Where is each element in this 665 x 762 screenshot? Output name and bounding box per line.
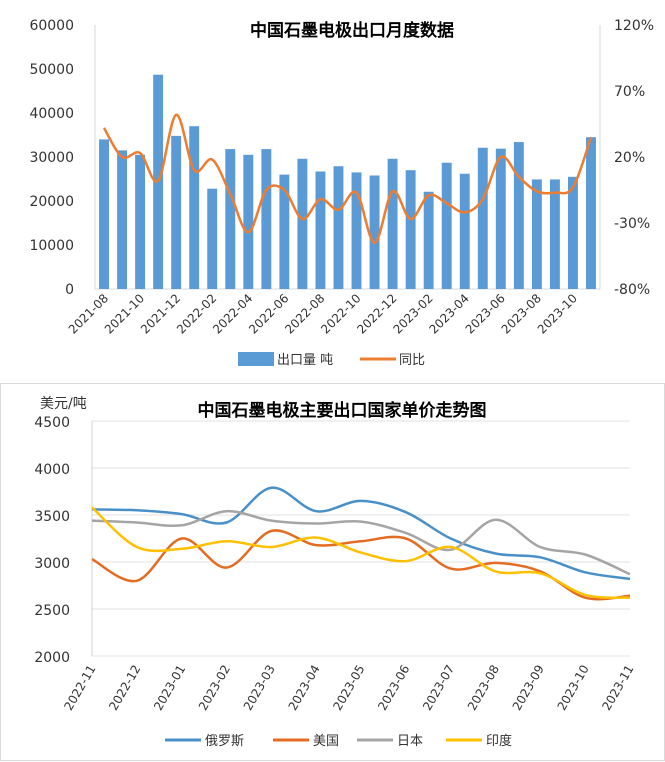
chart1-left-tick-label: 0 [65,282,74,298]
legend-swatch-bar [238,352,274,366]
chart1-bar [135,154,146,289]
chart1-bar [297,158,308,289]
chart2-y-tick-label: 3000 [34,556,70,572]
chart1-legend: 出口量 吨 同比 [238,352,425,368]
chart1-yoy-line [102,113,593,245]
chart1-bar [405,170,416,289]
chart1-bar [171,135,182,289]
chart1-bar [315,171,326,289]
chart1-title: 中国石墨电极出口月度数据 [250,20,454,41]
chart2-legend-label: 日本 [397,734,423,749]
chart1-left-tick-label: 20000 [29,194,74,210]
legend-label-export-volume: 出口量 吨 [277,353,333,368]
chart2-legend-label: 美国 [313,734,339,749]
chart1-bar [549,179,560,289]
chart2-legend-label: 俄罗斯 [205,734,244,749]
chart1-bar [99,139,109,289]
chart2-x-tick-label: 2023-07 [420,663,457,713]
chart1-bar [189,126,200,289]
chart2-y-tick-label: 4000 [34,462,70,478]
chart1-left-tick-label: 40000 [29,106,74,122]
chart1-bar [586,137,596,289]
chart2-x-tick-label: 2023-09 [510,663,547,713]
chart1-right-tick-label: -30% [614,216,650,232]
chart1-bar [477,147,488,289]
chart1-right-tick-label: -80% [614,282,650,298]
chart1-bar [495,148,506,289]
chart1-right-tick-label: 120% [614,18,654,34]
chart1-bar [351,172,362,289]
chart1-bar [225,149,236,289]
chart1-bar [441,162,452,289]
chart2-x-tick-label: 2023-02 [196,663,233,713]
chart1-bar [513,142,524,289]
chart1-bar [459,173,470,289]
chart2-x-tick-label: 2023-05 [330,663,367,713]
chart2-y-tick-label: 2000 [34,650,70,666]
chart2-x-tick-label: 2023-11 [599,663,636,713]
chart1-axes [94,25,601,290]
chart2-ylabel: 美元/吨 [40,396,87,412]
chart2-x-tick-label: 2022-11 [61,663,98,713]
chart2-x-tick-label: 2023-06 [375,663,412,713]
chart2-series-line [91,506,631,599]
chart1-bar [333,166,344,289]
chart1-bar [261,149,272,289]
chart2-x-tick-label: 2023-03 [241,663,278,713]
chart2-title: 中国石墨电极主要出口国家单价走势图 [198,400,487,421]
chart1-left-tick-label: 60000 [29,18,74,34]
chart2-frame [0,383,665,761]
chart1-left-tick-label: 10000 [29,238,74,254]
chart2-x-tick-label: 2023-08 [465,663,502,713]
chart2-legend-label: 印度 [486,733,512,749]
legend-label-yoy: 同比 [399,353,425,368]
chart1-x-tick-label: 2023-10 [535,291,580,336]
chart2-y-tick-label: 4500 [34,415,70,431]
chart2-lines [91,486,631,601]
chart1-left-tick-label: 30000 [29,150,74,166]
chart1-bar [369,175,380,289]
chart1-right-tick-label: 70% [614,84,645,100]
chart2-x-tick-label: 2022-12 [106,663,143,713]
chart2-series-line [91,509,631,576]
chart1-bar [207,188,218,289]
chart1-bar [279,174,290,289]
chart2-y-tick-label: 3500 [34,509,70,525]
chart2-x-tick-label: 2023-10 [555,663,592,713]
chart2-y-tick-label: 2500 [34,603,70,619]
chart2-series-line [91,486,631,581]
chart1-bar [243,154,254,289]
chart2-x-tick-label: 2023-04 [286,663,323,713]
chart1-right-tick-label: 20% [614,150,645,166]
chart2-x-tick-label: 2023-01 [151,663,188,713]
chart1-bar [531,179,542,289]
chart1-bars [99,74,596,289]
chart1-bar [423,191,434,289]
chart1-bar [387,158,398,289]
chart2-legend: 俄罗斯 美国 日本 印度 [165,733,512,749]
chart1-bar [117,150,128,289]
chart2-series-line [91,529,631,601]
chart1-line [102,113,593,245]
chart1-left-tick-label: 50000 [29,62,74,78]
chart1-bar [567,176,578,289]
